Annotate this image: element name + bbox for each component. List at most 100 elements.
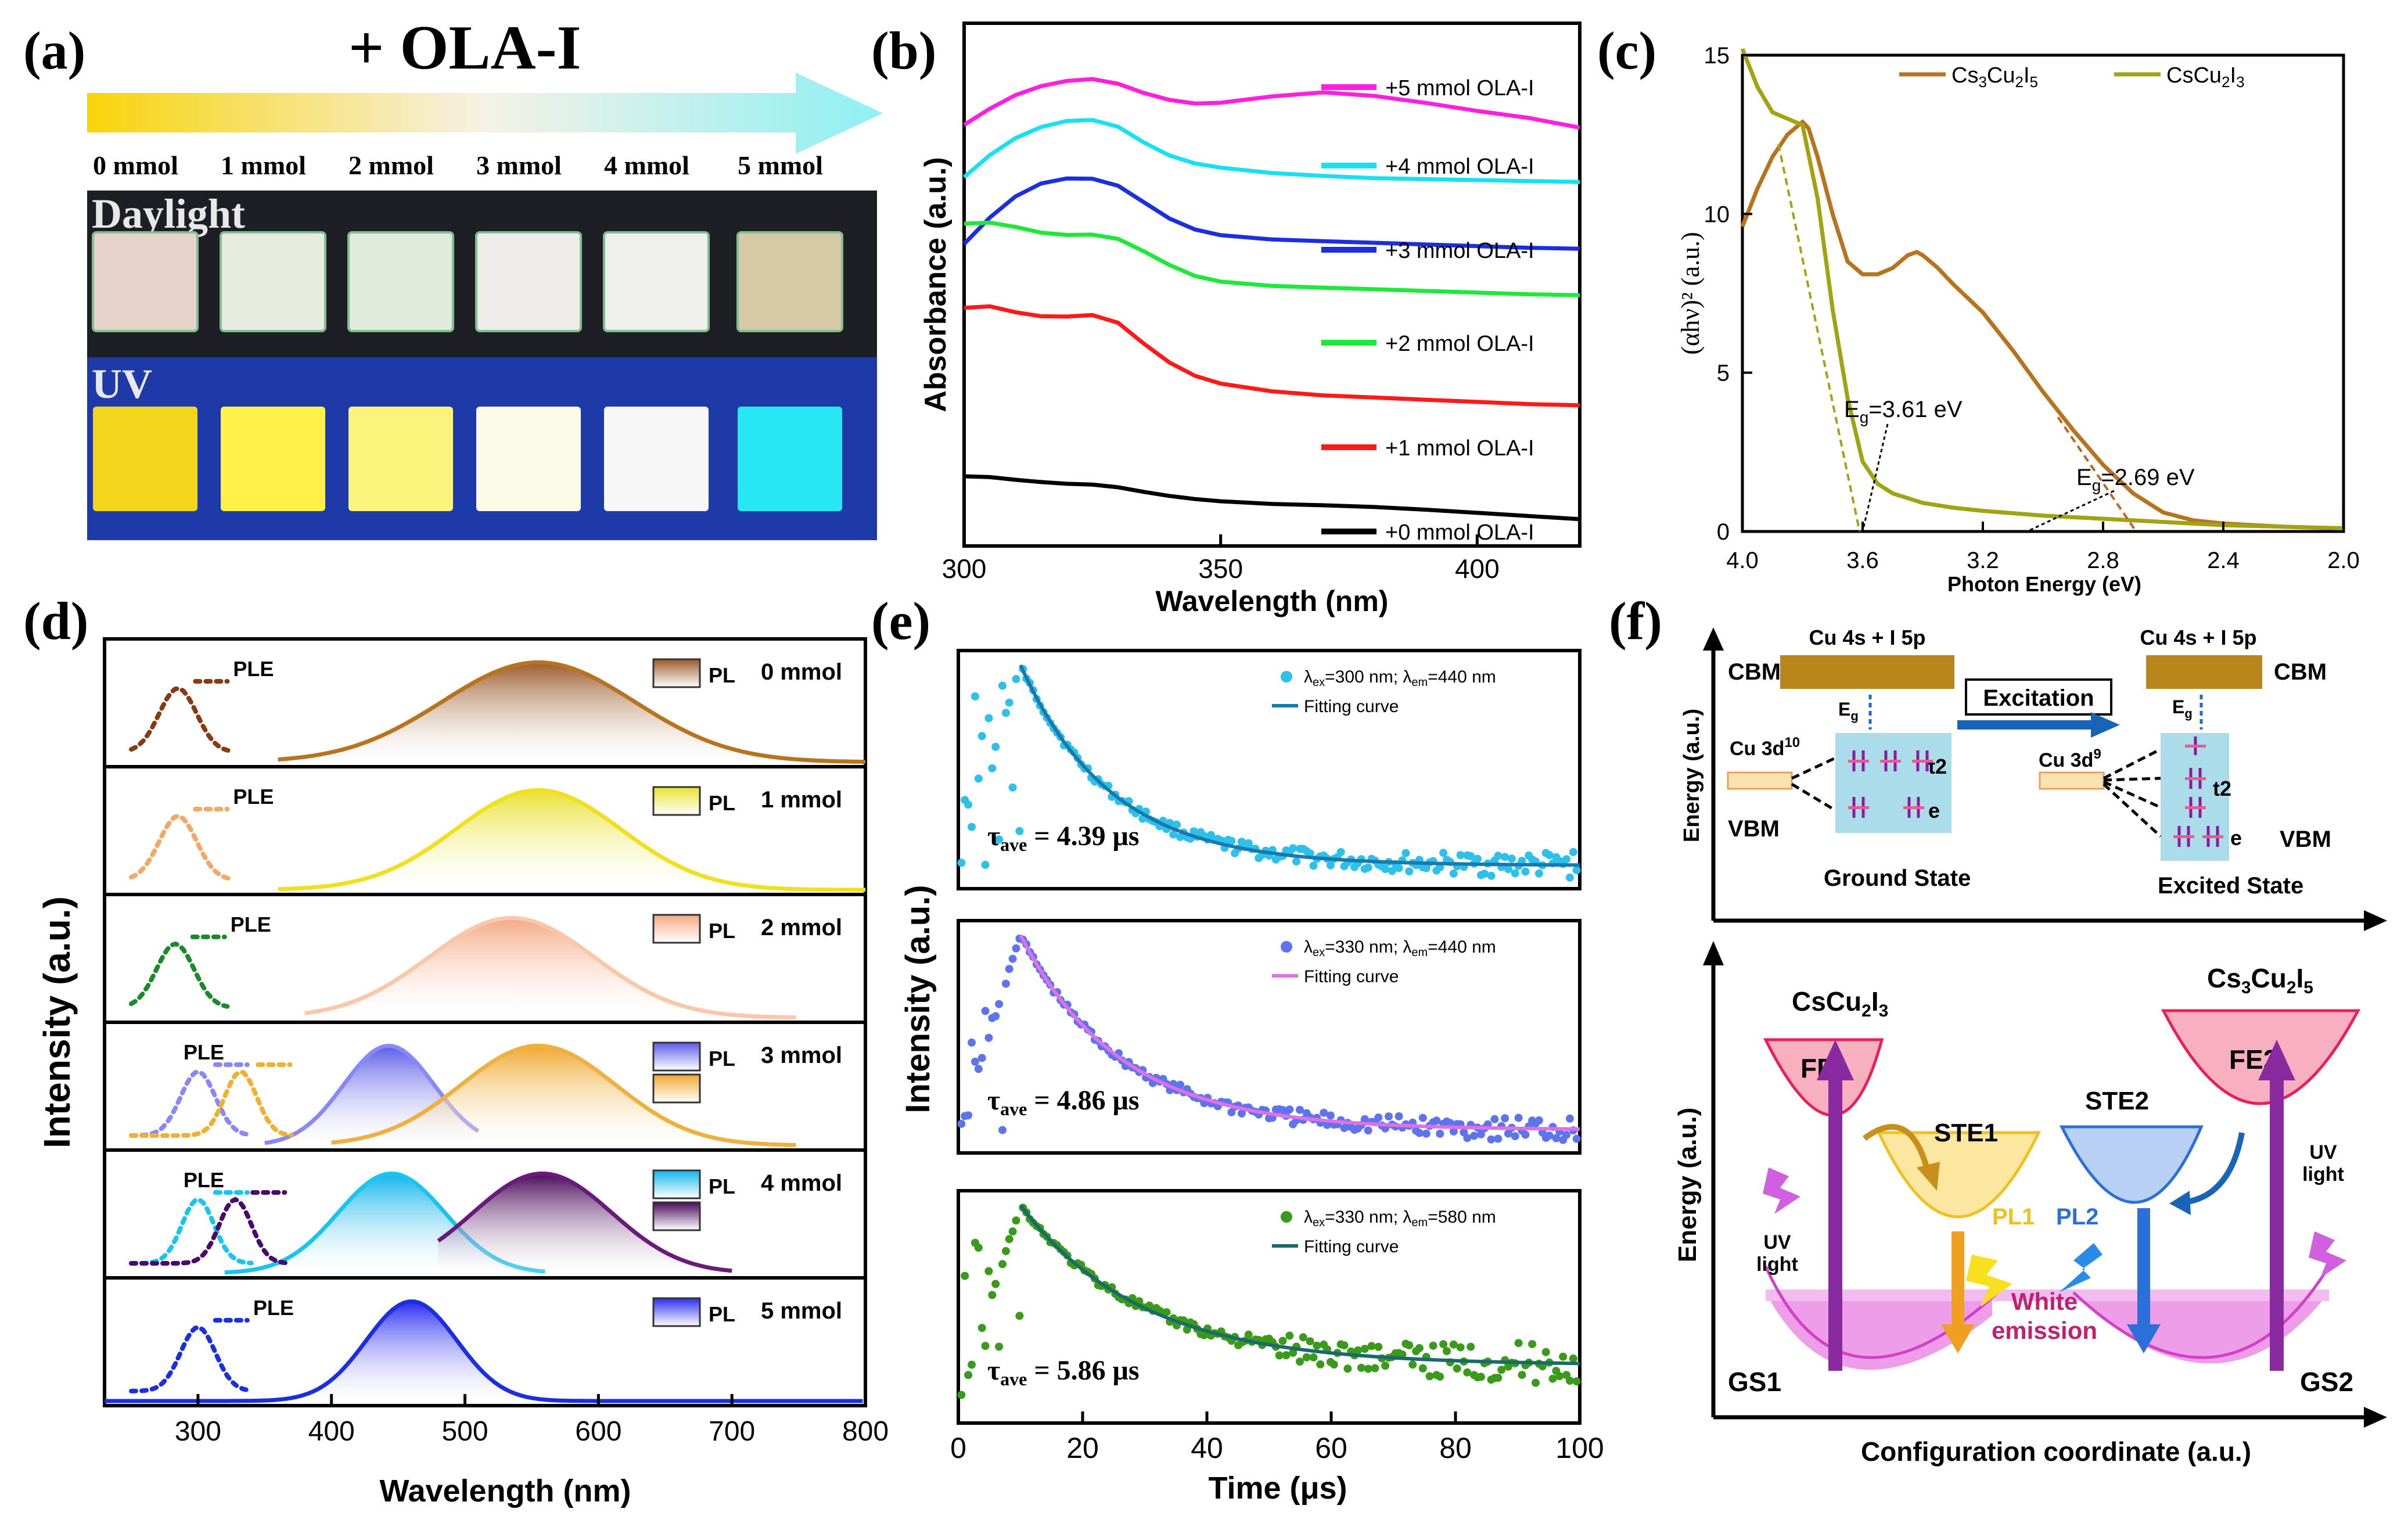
relax-arrow-right (2183, 1132, 2245, 1205)
relax-arrow-left-head (1917, 1162, 1940, 1191)
decay-data-point (1364, 1126, 1372, 1135)
cbm-right-band (2146, 655, 2262, 689)
decay-frame (957, 919, 1582, 1155)
x-tick-label: 40 (1191, 1432, 1223, 1464)
decay-data-point (964, 800, 973, 809)
amount-label: 4 mmol (761, 1170, 842, 1196)
pl-label: PL (709, 919, 735, 943)
decay-data-point (1296, 1357, 1304, 1366)
ple-label: PLE (184, 1040, 224, 1064)
legend-label: +4 mmol OLA-I (1385, 155, 1534, 179)
decay-data-point (1569, 1354, 1577, 1363)
eg1-fit-line (1777, 143, 1861, 532)
decay-data-point (984, 714, 993, 723)
decay-data-point (1360, 1115, 1369, 1123)
ple-label: PLE (231, 913, 271, 936)
ple-line (129, 1197, 290, 1266)
pl-area (278, 790, 865, 890)
legend-marker (1281, 941, 1292, 953)
x-tick-label: 700 (709, 1416, 755, 1447)
relax-arrow-right-head (2169, 1191, 2191, 1215)
decay-data-point (1001, 979, 1010, 988)
pl-line (437, 1172, 732, 1273)
daylight-label: Daylight (92, 191, 245, 237)
tau-ave-label: τave = 4.86 μs (987, 1085, 1140, 1119)
cs3cu2i5-label: Cs3Cu2I5 (2207, 963, 2313, 997)
pl-line (331, 1043, 796, 1147)
t2-right-label: t2 (2213, 777, 2231, 800)
decay-data-point (1183, 1325, 1191, 1334)
decay-data-point (1494, 1374, 1503, 1382)
pl2-lightning-icon (2059, 1243, 2102, 1292)
panel-c: (c) 4.0 3.6 3.2 2.8 2.4 2.0 0 5 10 15 Cs3Cu2I5 CsCu… (1597, 21, 2360, 596)
decay-data-point (957, 858, 966, 867)
decay-data-point (1541, 1348, 1550, 1356)
decay-frame (957, 1189, 1582, 1425)
decay-data-point (1371, 1364, 1379, 1373)
decay-data-point (977, 1054, 986, 1062)
pl2-label: PL2 (2056, 1204, 2098, 1230)
decay-data-point (1302, 1353, 1311, 1361)
decay-data-point (1501, 1114, 1510, 1123)
decay-data-point (1343, 1364, 1352, 1373)
decay-data-point (984, 1033, 993, 1042)
amount-label: 1 mmol (221, 150, 306, 180)
decay-data-point (1432, 1116, 1441, 1125)
electron-pair-bar (1912, 760, 1933, 763)
panel-e-label: (e) (871, 591, 930, 651)
decay-data-point (1176, 1080, 1184, 1089)
gs1-well (1766, 1292, 1992, 1370)
decay-data-point (1354, 1346, 1362, 1355)
decay-data-point (1470, 1131, 1479, 1140)
decay-data-point (1296, 1105, 1304, 1114)
excitation-arrow (1957, 712, 2120, 738)
panel-c-label: (c) (1597, 21, 1656, 80)
x-tick-label: 2.0 (2327, 548, 2360, 573)
absorbance-series-line (962, 118, 1580, 184)
energy-axis-top-baseline-arrowhead (2364, 910, 2387, 931)
panel-a-title: + OLA-I (348, 13, 581, 82)
pl-area (331, 1046, 799, 1145)
decay-data-point (1015, 827, 1024, 835)
pl-label: PL (709, 791, 735, 815)
decay-data-point (1005, 965, 1013, 973)
energy-axis-top-arrowhead (1703, 627, 1724, 651)
amount-label: 3 mmol (476, 150, 562, 180)
legend-label: CsCu2I3 (2166, 63, 2245, 91)
decay-data-point (1244, 1330, 1253, 1339)
fe2-well (2161, 1009, 2361, 1105)
cbm-left-label: CBM (1728, 659, 1781, 685)
decay-data-point (1381, 1361, 1390, 1370)
config-axis-label: Configuration coordinate (a.u.) (1861, 1436, 2251, 1467)
uv-swatch (93, 407, 197, 511)
ple-label: PLE (233, 657, 274, 681)
decay-data-point (1497, 1366, 1506, 1374)
fitting-curve (1019, 664, 1580, 867)
cb-right-label: Cu 4s + I 5p (2140, 626, 2256, 649)
decay-data-point (1487, 871, 1496, 880)
e-right-label: e (2230, 826, 2242, 850)
decay-data-point (995, 1342, 1004, 1351)
gs1-label: GS1 (1728, 1367, 1781, 1397)
ste2-well (2059, 1125, 2204, 1204)
y-tick-label: 0 (1717, 519, 1730, 545)
configuration-diagram: Energy (a.u.) Configuration coordinate (… (1673, 941, 2387, 1467)
amount-label: 0 mmol (761, 659, 842, 685)
decay-data-point (981, 1007, 990, 1015)
uv-left-label-1: UV (1763, 1231, 1791, 1253)
excited-state-label: Excited State (2158, 873, 2303, 899)
ple-line (129, 1197, 254, 1266)
decay-data-point (998, 1260, 1007, 1269)
decay-data-point (1326, 861, 1335, 870)
pl1-arrow (1941, 1231, 1975, 1353)
decay-data-point (1173, 820, 1181, 829)
decay-data-point (1467, 852, 1475, 860)
vbm-left-label: VBM (1728, 816, 1780, 842)
decay-data-point (1275, 1351, 1284, 1360)
decay-data-point (1001, 1246, 1010, 1255)
x-tick-label: 20 (1066, 1432, 1099, 1464)
panel-c-eg2: Eg=2.69 eV (2076, 465, 2195, 494)
decay-data-point (1367, 1342, 1376, 1350)
decay-data-point (1446, 1119, 1454, 1127)
decay-data-point (968, 822, 976, 831)
